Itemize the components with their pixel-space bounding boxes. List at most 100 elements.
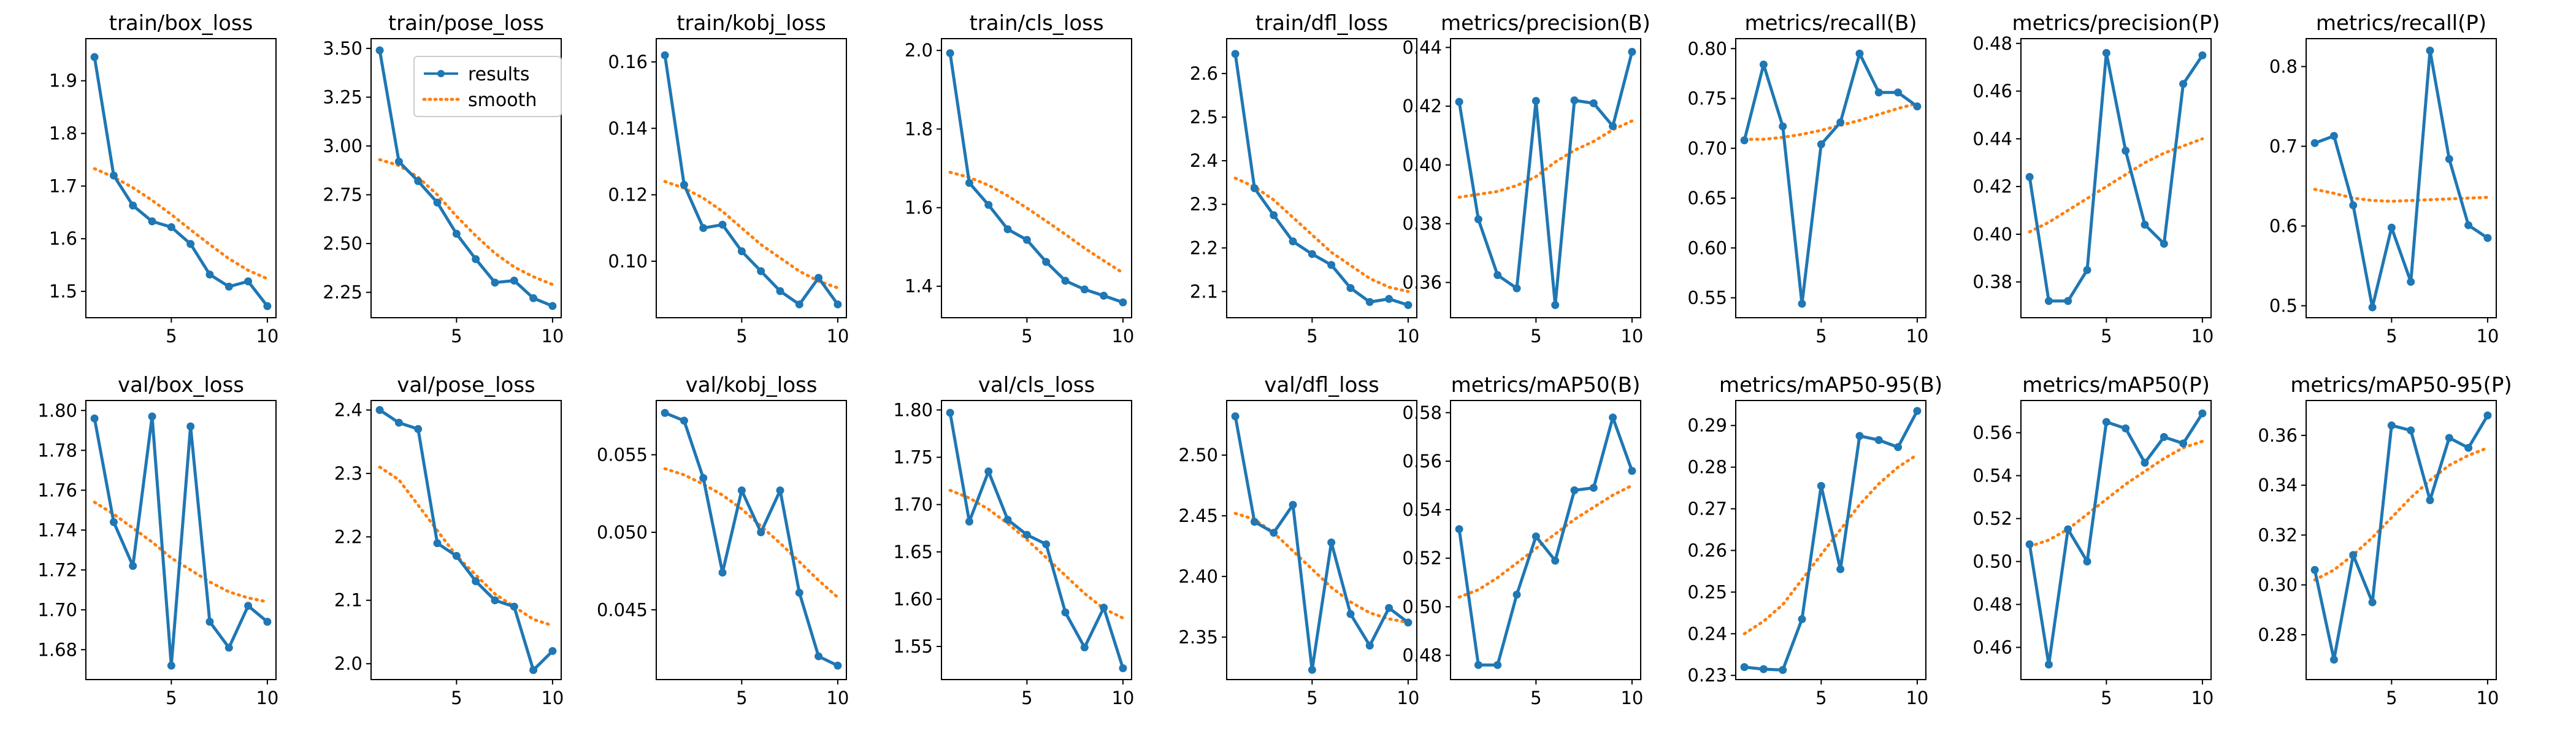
results-data-point	[1628, 467, 1636, 475]
subplot-title: train/kobj_loss	[677, 11, 826, 36]
smooth-series-line	[948, 489, 1125, 620]
results-data-point	[2122, 147, 2130, 155]
results-data-point	[1551, 301, 1560, 309]
subplot-metrics-precision-p: metrics/precision(P) 0.38 0.40 0.42 0.44 0.46…	[1972, 11, 2220, 347]
y-tick-label: 1.55	[893, 636, 933, 657]
results-series-line	[378, 50, 553, 308]
results-data-point	[2310, 565, 2319, 574]
results-data-point	[699, 473, 708, 482]
results-data-point	[1740, 136, 1749, 145]
results-data-point	[2407, 426, 2415, 435]
results-data-point	[109, 171, 118, 180]
results-series-line	[1744, 410, 1919, 672]
results-data-point	[1493, 271, 1502, 280]
y-tick-label: 0.80	[1687, 38, 1727, 59]
y-tick-label: 0.44	[1972, 128, 2012, 149]
results-series-line	[1457, 416, 1634, 667]
y-tick-label: 0.52	[1402, 548, 1442, 569]
results-data-point	[224, 643, 233, 652]
results-data-point	[2198, 51, 2207, 59]
x-tick-label: 10	[2476, 688, 2499, 708]
y-tick-label: 1.7	[49, 175, 77, 196]
y-tick-label: 2.35	[1178, 627, 1218, 648]
results-data-point	[1270, 529, 1278, 537]
y-tick-label: 0.14	[608, 118, 648, 139]
results-data-point	[1817, 481, 1825, 490]
y-tick-label: 1.9	[49, 71, 77, 91]
y-tick-label: 0.7	[2269, 136, 2298, 157]
y-tick-label: 2.75	[323, 185, 362, 205]
y-tick-label: 0.30	[2258, 575, 2298, 596]
y-tick-label: 1.80	[37, 400, 77, 421]
subplot-metrics-map50-p: metrics/mAP50(P) 0.46 0.48 0.50 0.52 0.54 0.56…	[1972, 373, 2214, 708]
subplot-title: metrics/recall(P)	[2316, 11, 2486, 36]
y-tick-label: 2.5	[1190, 107, 1218, 128]
results-data-point	[2083, 558, 2091, 565]
smooth-series-line	[1742, 453, 1919, 635]
results-data-point	[1570, 486, 1579, 494]
results-data-point	[548, 302, 557, 310]
subplot-title: metrics/precision(B)	[1441, 11, 1650, 36]
y-tick-label: 2.50	[323, 233, 362, 254]
plot-frame	[1226, 400, 1417, 680]
results-data-point	[433, 198, 442, 207]
results-data-point	[1289, 237, 1297, 246]
y-tick-label: 2.4	[334, 400, 362, 421]
results-data-point	[186, 240, 195, 248]
results-data-point	[472, 255, 480, 264]
x-tick-label: 5	[1815, 688, 1827, 708]
subplot-title: val/box_loss	[118, 373, 244, 397]
smooth-series-line	[663, 467, 840, 599]
y-tick-label: 0.28	[1687, 457, 1727, 478]
smooth-series-line	[2028, 440, 2204, 548]
results-data-point	[452, 551, 461, 560]
results-data-point	[757, 267, 765, 275]
results-data-point	[2368, 303, 2377, 312]
y-tick-label: 1.5	[49, 281, 77, 302]
results-data-point	[2387, 421, 2396, 430]
y-tick-label: 2.45	[1178, 505, 1218, 526]
subplot-metrics-recall-p: metrics/recall(P) 0.5 0.6 0.7 0.8 5 10	[2269, 11, 2499, 347]
results-data-point	[834, 661, 842, 670]
results-data-point	[718, 569, 727, 577]
results-data-point	[510, 277, 518, 285]
results-data-point	[2141, 459, 2149, 467]
results-data-point	[815, 274, 823, 282]
results-data-point	[2160, 239, 2168, 248]
subplot-title: metrics/mAP50(P)	[2022, 373, 2210, 397]
results-series-line	[948, 412, 1125, 669]
y-tick-label: 0.56	[1402, 451, 1442, 472]
x-tick-label: 5	[2386, 326, 2397, 347]
results-data-point	[737, 486, 746, 495]
x-tick-label: 10	[256, 326, 278, 347]
x-tick-label: 10	[256, 688, 278, 708]
subplot-title: val/pose_loss	[397, 373, 535, 397]
plot-frame	[1226, 38, 1417, 318]
x-tick-label: 5	[451, 326, 462, 347]
results-data-point	[2198, 409, 2207, 418]
subplot-train-box-loss: train/box_loss 1.5 1.6 1.7 1.8 1.9 5 10	[49, 11, 278, 347]
y-tick-label: 0.58	[1402, 402, 1442, 423]
results-data-point	[148, 217, 156, 226]
y-tick-label: 2.6	[1190, 63, 1218, 84]
subplot-val-cls-loss: val/cls_loss 1.55 1.60 1.65 1.70 1.75 1.80 5 10	[893, 373, 1134, 708]
subplot-title: val/kobj_loss	[686, 373, 818, 397]
results-data-point	[1061, 277, 1070, 285]
y-tick-label: 0.045	[597, 599, 648, 620]
results-series-line	[664, 411, 838, 667]
y-tick-label: 0.38	[1972, 272, 2012, 293]
x-tick-label: 5	[1306, 688, 1317, 708]
results-data-point	[795, 588, 803, 597]
y-tick-label: 0.48	[1972, 594, 2012, 615]
results-data-point	[680, 416, 688, 425]
results-series-line	[2314, 49, 2489, 309]
x-tick-label: 10	[1906, 688, 1928, 708]
results-data-point	[834, 300, 842, 309]
plot-frame	[2020, 38, 2212, 318]
smooth-series-line	[1742, 102, 1919, 141]
results-data-point	[1080, 643, 1089, 652]
results-data-point	[1609, 413, 1617, 422]
results-data-point	[1874, 88, 1883, 97]
y-tick-label: 0.46	[1972, 637, 2012, 658]
results-data-point	[167, 661, 175, 670]
